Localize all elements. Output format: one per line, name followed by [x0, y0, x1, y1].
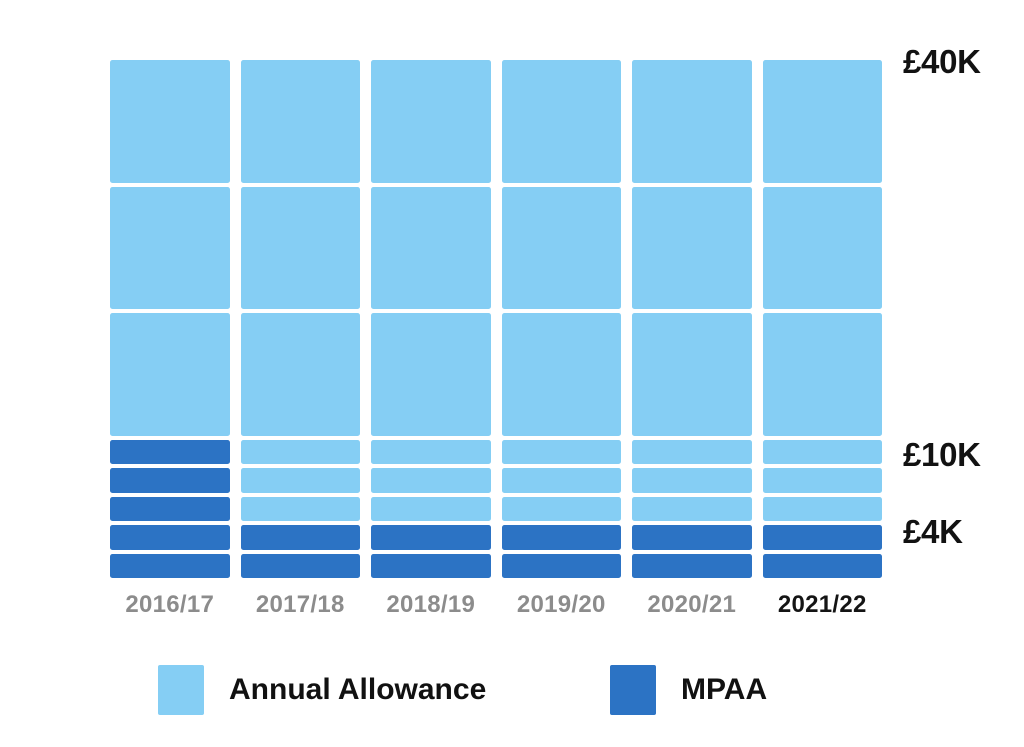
bar-segment-annual-allowance	[110, 60, 230, 183]
legend-item-mpaa: MPAA	[610, 665, 767, 715]
legend-label: Annual Allowance	[229, 673, 487, 706]
bar-segment-mpaa	[501, 553, 621, 578]
x-axis-label-2020-21: 2020/21	[647, 591, 737, 618]
x-axis-label-2016-17: 2016/17	[125, 591, 215, 618]
bar-segment-annual-allowance	[632, 186, 752, 309]
bar-segment-annual-allowance	[501, 496, 621, 521]
bar-segment-annual-allowance	[632, 496, 752, 521]
bar-segment-mpaa	[240, 525, 360, 550]
x-axis-label-2017-18: 2017/18	[255, 591, 345, 618]
bar-segment-annual-allowance	[501, 313, 621, 436]
bar-segment-mpaa	[371, 525, 491, 550]
bar-segment-annual-allowance	[632, 439, 752, 464]
bar-column-2017-18	[240, 60, 360, 578]
bar-segment-mpaa	[632, 525, 752, 550]
bar-segment-annual-allowance	[240, 468, 360, 493]
legend-swatch-mpaa	[610, 665, 656, 715]
bar-segment-annual-allowance	[762, 468, 882, 493]
bar-segment-annual-allowance	[371, 313, 491, 436]
bar-segment-annual-allowance	[762, 60, 882, 183]
bar-segment-annual-allowance	[501, 186, 621, 309]
bar-segment-annual-allowance	[762, 439, 882, 464]
chart-legend: Annual Allowance MPAA	[0, 665, 1024, 715]
bar-segment-mpaa	[110, 439, 230, 464]
bar-column-2018-19	[371, 60, 491, 578]
bar-column-2019-20	[501, 60, 621, 578]
bar-segment-annual-allowance	[110, 313, 230, 436]
bar-segment-annual-allowance	[632, 313, 752, 436]
bar-segment-annual-allowance	[501, 60, 621, 183]
y-axis-label-4k: £4K	[903, 513, 963, 551]
bar-segment-annual-allowance	[762, 496, 882, 521]
bar-segment-annual-allowance	[240, 60, 360, 183]
bar-segment-annual-allowance	[240, 313, 360, 436]
legend-swatch-annual-allowance	[158, 665, 204, 715]
bar-column-2016-17	[110, 60, 230, 578]
bar-segment-annual-allowance	[371, 496, 491, 521]
bar-segment-annual-allowance	[501, 468, 621, 493]
y-axis-label-40k: £40K	[903, 43, 981, 80]
x-axis-label-2018-19: 2018/19	[386, 591, 476, 618]
bar-segment-mpaa	[240, 553, 360, 578]
bar-segment-mpaa	[110, 496, 230, 521]
bar-segment-mpaa	[110, 525, 230, 550]
bar-segment-mpaa	[371, 553, 491, 578]
x-axis-label-2019-20: 2019/20	[516, 591, 606, 618]
bar-column-2021-22	[762, 60, 882, 578]
bar-segment-annual-allowance	[371, 186, 491, 309]
bar-segment-mpaa	[762, 525, 882, 550]
bar-segment-mpaa	[110, 468, 230, 493]
chart-plot-area	[110, 60, 882, 578]
bar-segment-annual-allowance	[371, 439, 491, 464]
bar-segment-annual-allowance	[632, 60, 752, 183]
x-axis-labels: 2016/17 2017/18 2018/19 2019/20 2020/21 2021/…	[110, 585, 882, 625]
legend-item-annual-allowance: Annual Allowance	[158, 665, 486, 715]
y-axis-label-10k: £10K	[903, 435, 981, 473]
bar-column-2020-21	[632, 60, 752, 578]
bar-segment-annual-allowance	[240, 496, 360, 521]
bar-segment-annual-allowance	[632, 468, 752, 493]
bar-segment-annual-allowance	[762, 313, 882, 436]
bar-segment-mpaa	[501, 525, 621, 550]
bar-segment-annual-allowance	[110, 186, 230, 309]
bar-segment-annual-allowance	[371, 468, 491, 493]
bar-segment-annual-allowance	[240, 186, 360, 309]
bar-segment-annual-allowance	[762, 186, 882, 309]
bar-segment-annual-allowance	[371, 60, 491, 183]
bar-segment-mpaa	[110, 553, 230, 578]
bar-segment-mpaa	[762, 553, 882, 578]
bar-segment-annual-allowance	[501, 439, 621, 464]
legend-label: MPAA	[681, 673, 768, 706]
bar-segment-mpaa	[632, 553, 752, 578]
x-axis-label-2021-22: 2021/22	[777, 591, 867, 618]
bar-segment-annual-allowance	[240, 439, 360, 464]
